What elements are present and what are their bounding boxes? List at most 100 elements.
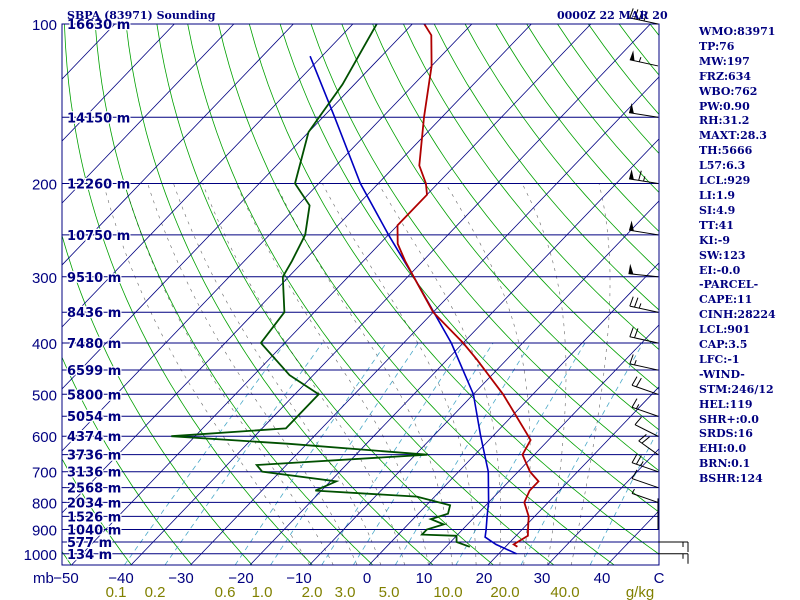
wind-barb [628,220,659,236]
moist-adiabat [124,183,334,565]
dry-adiabat [218,24,615,565]
temperature-tick-label: 20 [476,570,493,587]
plot-frame [61,23,660,566]
mixing-ratio-label: 0.1 [106,584,127,600]
mixing-ratio-line [455,342,586,565]
height-label: 5054 m [67,410,121,425]
pressure-tick-label: 100 [32,17,57,34]
barb-flag [629,296,634,307]
dry-adiabat [279,24,659,513]
height-label: 14150 m [67,111,130,126]
height-label: 1040 m [67,524,121,539]
dry-adiabat [403,24,659,351]
barb-pennant [629,102,634,114]
isotherm [190,76,659,565]
mixing-ratio-label: g/kg [626,584,654,600]
height-label: 9510 m [67,271,121,286]
index-line: RH:31.2 [699,114,750,128]
index-line: TP:76 [699,39,735,53]
height-label: 10750 m [67,229,130,244]
moist-adiabat [147,183,358,565]
temperature-tick-label: −50 [53,570,78,587]
dry-adiabat [464,24,659,272]
wind-barb [631,398,659,417]
isotherm [62,24,294,266]
temperature-tick-label: −30 [168,570,193,587]
dry-adiabat [187,24,555,565]
height-label: 12260 m [67,177,130,192]
dry-adiabat [125,24,434,565]
isotherm [62,24,175,142]
pressure-tick-label: 900 [32,523,57,540]
wind-barb [658,541,689,552]
mixing-ratio-label: 1.0 [252,584,273,600]
barb-flag [634,9,639,20]
index-line: MAXT:28.3 [699,129,767,143]
barb-pennant [629,169,634,180]
isotherm [249,138,659,565]
barb-staff [628,229,659,236]
wind-barb [629,327,659,344]
wind-barb [629,296,659,313]
mixing-ratio-line [234,342,387,565]
barb-flag [634,297,639,308]
height-label: 6599 m [67,364,121,379]
index-line: -WIND- [699,367,745,381]
moist-adiabat [378,183,502,565]
index-line: HEL:119 [699,397,753,411]
index-line: SRDS:16 [699,427,753,441]
pressure-tick-label: 400 [32,336,57,353]
isotherm [0,24,55,565]
dry-adiabat [62,356,193,565]
barb-flag [629,8,634,19]
index-line: LI:1.9 [699,188,736,202]
barb-flag [643,11,648,22]
mixing-ratio-label: 5.0 [379,584,400,600]
barb-flag [631,453,638,463]
moist-adiabat [202,183,405,565]
barb-staff [634,424,659,437]
chart-title: SBPA (83971) Sounding [67,9,216,22]
index-line: LFC:-1 [699,352,740,366]
height-label: 4374 m [67,430,121,445]
indices-panel: WMO:83971 TP:76 MW:197 FRZ:634 WBO:762 PW:0.9… [699,25,776,487]
index-line: PW:0.90 [699,99,750,113]
index-line: SW:123 [699,248,746,262]
height-label: 16630 m [67,18,130,33]
wind-barb [634,416,659,437]
height-label: 7480 m [67,337,121,352]
mixing-ratio-line [520,342,644,565]
dry-adiabat [62,234,253,565]
dry-adiabat [341,24,659,431]
barb-half-flag [643,176,646,182]
index-line: SHR+:0.0 [699,412,759,426]
temperature-tick-label: 40 [594,570,611,587]
isotherm [487,386,659,565]
index-line: WBO:762 [699,84,758,98]
index-line: EI:-0.0 [699,263,741,277]
wind-barb [629,354,659,371]
index-line: TT:41 [699,218,734,232]
barb-half-flag [638,56,642,63]
height-label: 8436 m [67,306,121,321]
barb-flag [635,455,642,465]
mixing-ratio-label: 0.6 [215,584,236,600]
barb-half-flag [634,360,637,366]
wind-barb [631,469,659,489]
pressure-tick-label: 600 [32,429,57,446]
barb-staff [629,59,659,67]
index-line: STM:246/12 [699,382,774,396]
height-label: 3736 m [67,449,121,464]
index-line: LCL:929 [699,174,751,188]
pressure-tick-label: 500 [32,387,57,404]
barb-pennant [629,50,635,61]
moist-adiabat [275,183,453,565]
barb-flag [631,469,638,479]
barb-staff [628,273,659,278]
parcel-trace [309,55,517,555]
moist-adiabat [521,183,567,565]
isotherm [62,24,413,390]
wind-barb [631,488,659,503]
height-label: 5800 m [67,388,121,403]
